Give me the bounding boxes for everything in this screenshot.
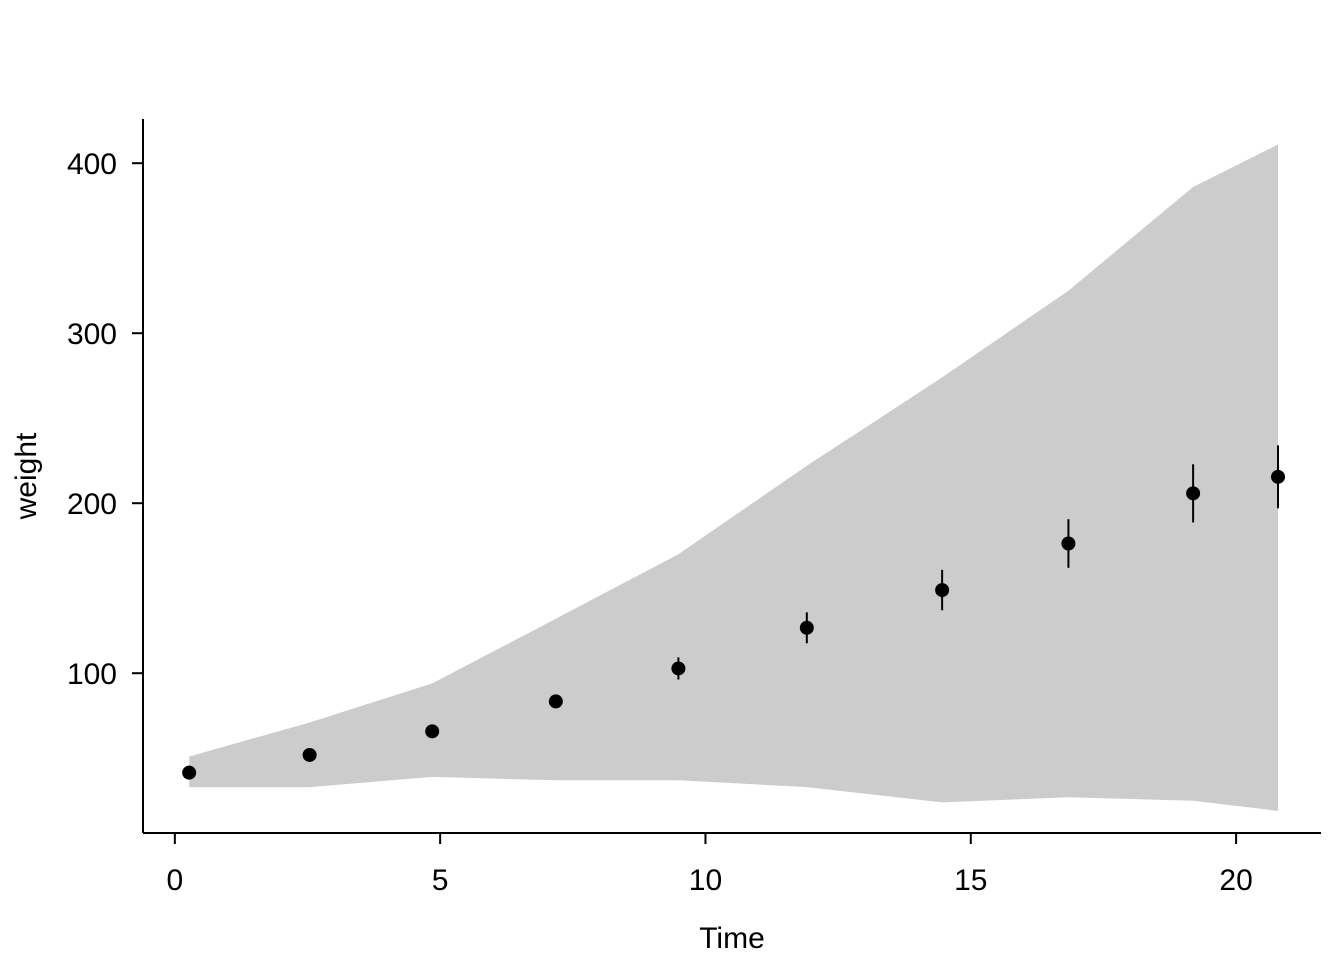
data-point <box>302 747 317 762</box>
data-point <box>548 694 563 709</box>
data-point <box>1061 536 1076 551</box>
range-band-layer <box>189 144 1279 811</box>
data-point-layer <box>182 469 1286 780</box>
x-tick-label: 0 <box>166 864 183 897</box>
x-ticks: 0 5 10 15 20 <box>166 833 1253 897</box>
y-tick-label: 300 <box>67 318 117 351</box>
x-axis-title: Time <box>699 922 765 955</box>
x-tick-label: 5 <box>432 864 449 897</box>
data-point <box>799 620 814 635</box>
data-point <box>935 583 950 598</box>
axes <box>142 119 1321 834</box>
x-tick-label: 15 <box>954 864 987 897</box>
data-point <box>182 765 197 780</box>
data-point <box>1271 469 1286 484</box>
x-tick-label: 10 <box>689 864 722 897</box>
range-band <box>189 144 1279 811</box>
y-tick-label: 200 <box>67 488 117 521</box>
data-point <box>671 661 686 676</box>
x-tick-label: 20 <box>1219 864 1252 897</box>
data-point <box>1186 486 1201 501</box>
data-point <box>425 724 440 739</box>
y-tick-label: 100 <box>67 658 117 691</box>
y-tick-label: 400 <box>67 148 117 181</box>
y-ticks: 100 200 300 400 <box>67 148 143 691</box>
y-axis-title: weight <box>10 432 43 520</box>
